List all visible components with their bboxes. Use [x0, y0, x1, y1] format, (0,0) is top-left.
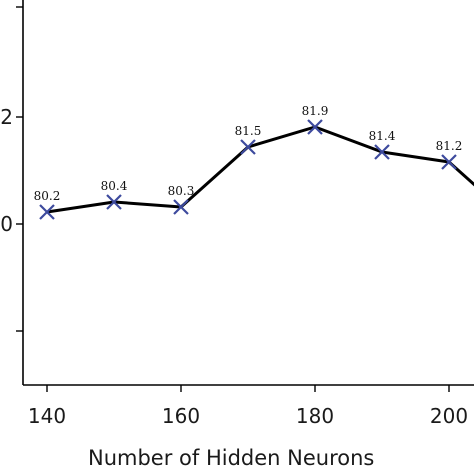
x-tick-label: 140: [28, 404, 66, 428]
x-axis-label: Number of Hidden Neurons: [88, 446, 374, 470]
data-label: 80.3: [168, 184, 195, 198]
data-point-marker: [374, 144, 390, 160]
data-point-marker: [106, 194, 122, 210]
marker-stroke: [39, 204, 55, 220]
marker-stroke: [240, 139, 256, 155]
marker-stroke: [307, 119, 323, 135]
data-point-marker: [39, 204, 55, 220]
axes: 140 160 180 200 2 0: [0, 0, 474, 428]
series-layer: 80.2 80.4 80.3 81.5 81.9 81.4 81.2: [34, 104, 474, 220]
data-point-marker: [441, 154, 457, 170]
data-label: 81.2: [436, 139, 463, 153]
x-tick-label: 160: [162, 404, 200, 428]
y-tick-label: 2: [0, 105, 13, 129]
x-tick-label: 180: [296, 404, 334, 428]
x-tick-label: 200: [430, 404, 468, 428]
marker-stroke: [106, 194, 122, 210]
data-point-marker: [240, 139, 256, 155]
data-label: 81.9: [302, 104, 329, 118]
data-label: 81.5: [235, 124, 262, 138]
data-point-marker: [307, 119, 323, 135]
y-tick-label: 0: [0, 212, 13, 236]
marker-stroke: [441, 154, 457, 170]
data-label: 80.2: [34, 189, 61, 203]
data-label: 81.4: [369, 129, 396, 143]
marker-stroke: [374, 144, 390, 160]
data-point-marker: [173, 199, 189, 215]
data-label: 80.4: [101, 179, 128, 193]
marker-stroke: [173, 199, 189, 215]
series-line: [46, 125, 474, 214]
